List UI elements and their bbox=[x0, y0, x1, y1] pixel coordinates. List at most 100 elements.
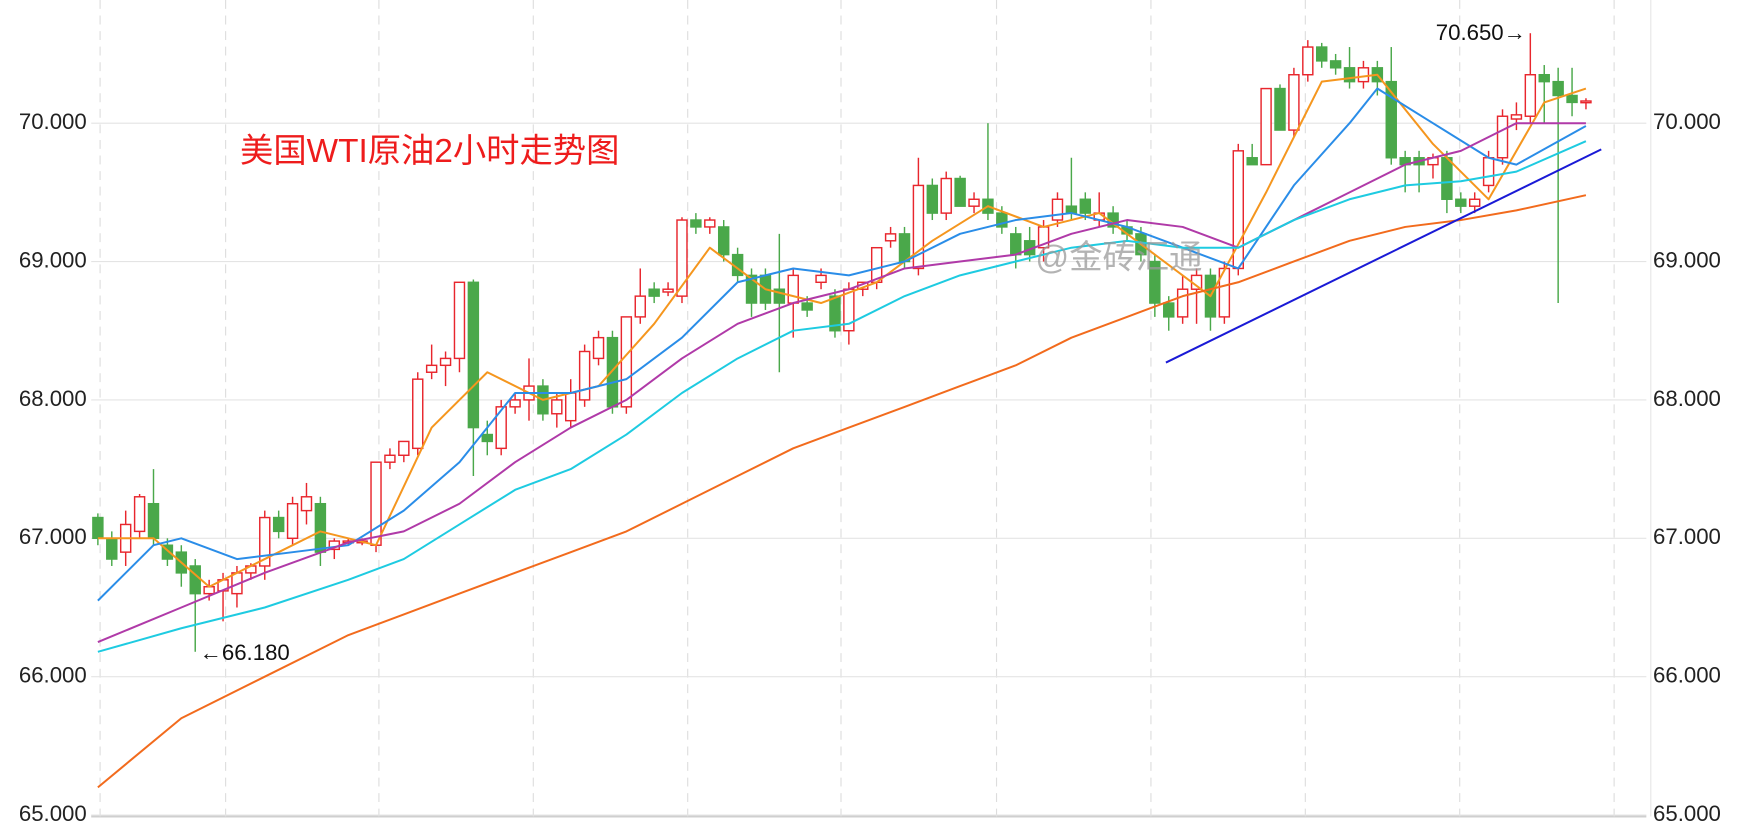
y2-tick-label: 69.000 bbox=[1653, 247, 1721, 272]
candle-body bbox=[1441, 157, 1453, 200]
y2-tick-label: 68.000 bbox=[1653, 386, 1721, 411]
candle-body bbox=[286, 502, 299, 540]
candle-body bbox=[1552, 80, 1564, 97]
candle-body bbox=[1482, 157, 1495, 187]
candle-body bbox=[551, 399, 563, 415]
candle-body bbox=[996, 212, 1008, 228]
candle-body bbox=[578, 350, 591, 401]
candle-body bbox=[1316, 46, 1328, 62]
y-tick-label: 70.000 bbox=[19, 109, 87, 134]
y-tick-label: 65.000 bbox=[19, 801, 87, 822]
candle-body bbox=[717, 226, 730, 256]
candle-body bbox=[370, 461, 382, 546]
candle-body bbox=[467, 281, 480, 429]
candle-body bbox=[439, 357, 452, 367]
candle-body bbox=[203, 586, 215, 595]
candle-body bbox=[1455, 198, 1467, 207]
candle-body bbox=[954, 177, 966, 207]
candle-body bbox=[161, 544, 174, 560]
candle-body bbox=[1246, 157, 1258, 166]
line-series bbox=[97, 87, 1587, 602]
candle-body bbox=[1149, 260, 1161, 304]
candle-body bbox=[300, 496, 313, 512]
candle-body bbox=[1260, 87, 1272, 166]
candle-body bbox=[968, 198, 980, 207]
candle-body bbox=[509, 399, 521, 408]
y-tick-label: 69.000 bbox=[19, 247, 87, 272]
y-tick-label: 68.000 bbox=[19, 386, 87, 411]
line-series bbox=[97, 194, 1587, 789]
candle-body bbox=[1357, 67, 1370, 83]
candle-body bbox=[1468, 198, 1481, 207]
candle-body bbox=[690, 219, 702, 228]
candle-body bbox=[829, 295, 841, 332]
candle-body bbox=[189, 565, 201, 595]
candle-body bbox=[815, 274, 827, 284]
candle-body bbox=[147, 502, 160, 540]
candle-body bbox=[1580, 100, 1592, 104]
candle-body bbox=[592, 336, 605, 360]
candle-body bbox=[1538, 74, 1550, 83]
candle-body bbox=[898, 233, 911, 263]
candle-body bbox=[481, 433, 494, 443]
candle-body bbox=[773, 288, 786, 304]
candle-body bbox=[1176, 288, 1189, 318]
candle-body bbox=[1302, 46, 1314, 76]
candle-body bbox=[565, 392, 577, 422]
candle-body bbox=[1524, 74, 1537, 117]
candle-body bbox=[133, 496, 146, 533]
candle-body bbox=[272, 516, 285, 533]
line-series bbox=[1165, 148, 1602, 364]
candle-body bbox=[648, 288, 660, 297]
candle-body bbox=[704, 219, 716, 228]
y2-tick-label: 67.000 bbox=[1653, 524, 1721, 549]
candle-body bbox=[1274, 87, 1286, 131]
candle-body bbox=[1343, 67, 1356, 83]
candle-body bbox=[1051, 198, 1064, 221]
candle-body bbox=[676, 219, 688, 297]
candle-body bbox=[662, 288, 674, 293]
candle-body bbox=[398, 440, 410, 456]
line-series bbox=[97, 73, 1587, 588]
candle-body bbox=[634, 295, 646, 318]
candle-body bbox=[453, 281, 466, 360]
candle-body bbox=[259, 516, 271, 567]
y2-tick-label: 66.000 bbox=[1653, 663, 1721, 688]
candle-body bbox=[1010, 233, 1022, 256]
y-tick-label: 67.000 bbox=[19, 524, 87, 549]
chart-title: 美国WTI原油2小时走势图 bbox=[240, 133, 619, 170]
candle-body bbox=[384, 454, 396, 463]
candle-body bbox=[1079, 198, 1092, 214]
line-series bbox=[97, 122, 1586, 643]
candle-body bbox=[801, 302, 813, 311]
line-series bbox=[97, 140, 1587, 653]
candle-body bbox=[1288, 74, 1300, 131]
candle-body bbox=[912, 184, 925, 270]
candle-body bbox=[1566, 94, 1578, 104]
candle-body bbox=[92, 516, 104, 540]
candle-body bbox=[1163, 302, 1175, 318]
candle-body bbox=[745, 274, 758, 304]
candle-body bbox=[620, 316, 633, 408]
candle-body bbox=[106, 537, 118, 560]
watermark: @金砖汇通 bbox=[1035, 240, 1202, 277]
candle-body bbox=[1496, 115, 1509, 159]
candle-body bbox=[495, 406, 507, 450]
candle-body bbox=[1510, 114, 1523, 120]
y2-tick-label: 65.000 bbox=[1653, 801, 1721, 822]
candle-body bbox=[606, 336, 619, 408]
low-annotation: ←66.180 bbox=[200, 640, 290, 665]
candle-body bbox=[926, 184, 939, 214]
candle-body bbox=[940, 177, 952, 214]
high-annotation: 70.650→ bbox=[1436, 20, 1526, 45]
y-tick-label: 66.000 bbox=[19, 663, 87, 688]
candle-body bbox=[1385, 80, 1397, 159]
candle-body bbox=[884, 233, 897, 242]
candle-body bbox=[1329, 60, 1342, 69]
candle-body bbox=[425, 364, 438, 373]
y2-tick-label: 70.000 bbox=[1653, 109, 1721, 134]
candle-body bbox=[787, 274, 799, 304]
